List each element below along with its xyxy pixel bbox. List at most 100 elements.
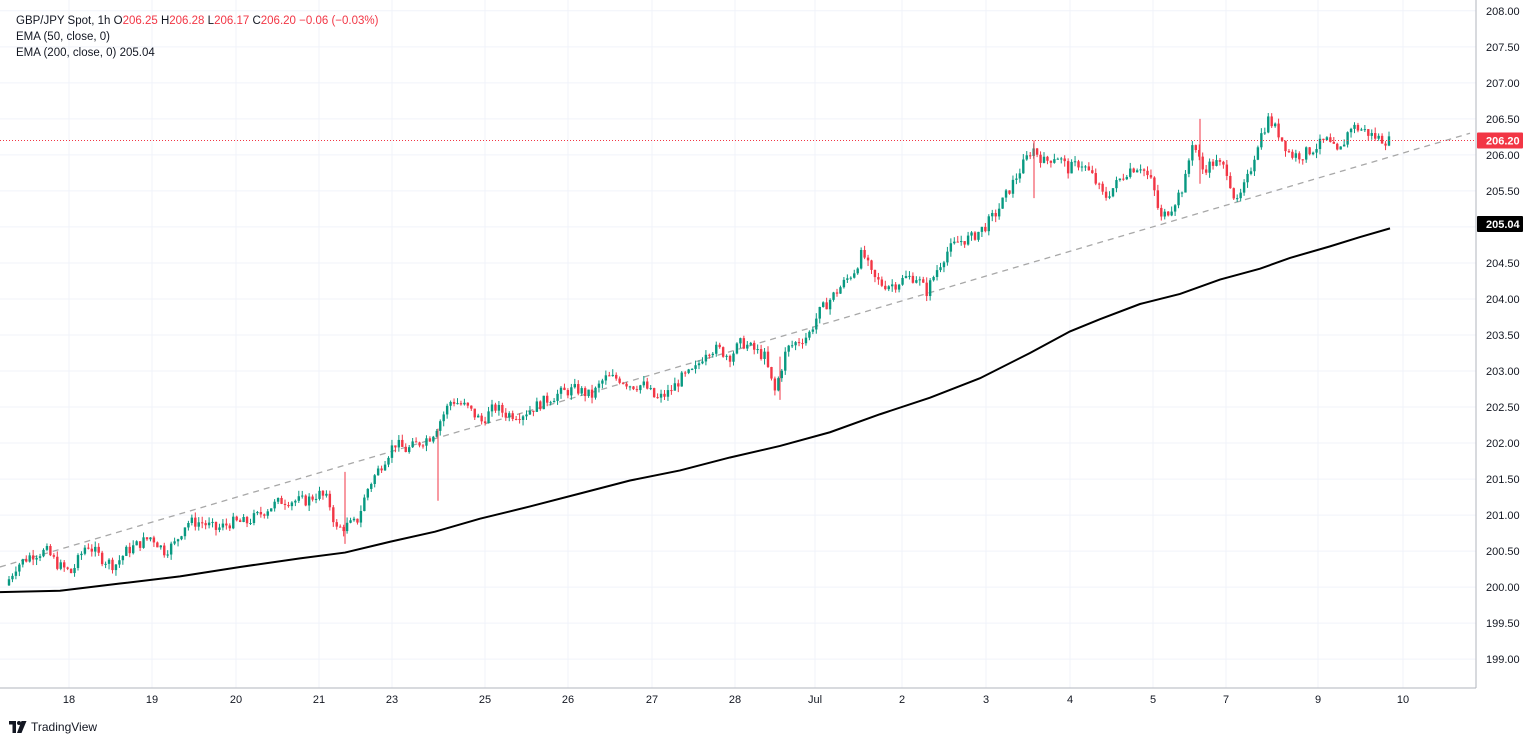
candle-down xyxy=(1077,161,1080,168)
y-tick-label: 204.00 xyxy=(1486,294,1520,306)
close-key: C xyxy=(252,15,261,27)
candle-up xyxy=(107,559,111,564)
candle-up xyxy=(1060,158,1063,160)
candle-up xyxy=(114,564,118,571)
x-axis[interactable]: 18 19 20 21 23 25 26 27 28 Jul 2 3 4 5 7 9 10 xyxy=(63,694,1409,706)
candle-down xyxy=(797,342,801,344)
indicator-ema200[interactable]: EMA (200, close, 0) 205.04 xyxy=(16,45,378,61)
candle-down xyxy=(618,378,621,383)
candle-up xyxy=(449,401,452,406)
candle-up xyxy=(1318,138,1322,150)
candle-up xyxy=(1246,173,1249,183)
candle-down xyxy=(1063,158,1066,162)
candle-up xyxy=(508,413,511,418)
y-tick-label: 203.00 xyxy=(1486,366,1520,378)
candle-down xyxy=(677,383,680,387)
candle-down xyxy=(1308,147,1311,155)
candle-up xyxy=(859,249,863,269)
y-tick-label: 206.00 xyxy=(1486,150,1520,162)
candle-up xyxy=(1208,161,1211,173)
x-tick-label: 20 xyxy=(230,694,242,706)
candle-up xyxy=(915,280,918,283)
indicator-ema50[interactable]: EMA (50, close, 0) xyxy=(16,29,378,45)
candle-up xyxy=(1177,192,1180,206)
symbol-label[interactable]: GBP/JPY Spot, 1h xyxy=(16,15,111,27)
candle-down xyxy=(1160,207,1163,217)
candle-down xyxy=(52,555,56,557)
candle-up xyxy=(1273,123,1277,127)
candle-up xyxy=(456,403,459,405)
candle-up xyxy=(411,441,414,448)
candle-up xyxy=(173,541,176,544)
candle-up xyxy=(490,404,494,412)
candle-down xyxy=(1384,143,1387,146)
candle-up xyxy=(408,447,411,452)
candle-down xyxy=(963,241,966,245)
candle-down xyxy=(339,526,342,528)
candle-up xyxy=(1108,196,1111,198)
candle-down xyxy=(66,567,69,569)
candle-up xyxy=(180,536,183,540)
candle-down xyxy=(1087,166,1091,171)
candle-down xyxy=(1287,151,1291,153)
candle-up xyxy=(1315,149,1318,153)
candle-down xyxy=(97,546,100,553)
trend-line xyxy=(0,132,1471,568)
candle-down xyxy=(1336,143,1339,150)
candle-down xyxy=(1008,190,1011,194)
candle-down xyxy=(494,404,497,411)
candle-up xyxy=(604,375,608,381)
candle-down xyxy=(615,374,618,379)
y-tick-label: 205.50 xyxy=(1486,186,1520,198)
y-tick-label: 200.50 xyxy=(1486,546,1520,558)
candle-down xyxy=(994,212,997,217)
candle-down xyxy=(742,338,746,349)
candle-down xyxy=(621,382,625,384)
candle-up xyxy=(687,369,690,373)
candle-up xyxy=(808,331,811,338)
candle-down xyxy=(566,390,570,396)
x-tick-label: 5 xyxy=(1150,694,1156,706)
candle-down xyxy=(514,418,518,420)
x-tick-label: 3 xyxy=(983,694,989,706)
candle-up xyxy=(704,354,708,362)
candle-down xyxy=(49,546,52,556)
candle-up xyxy=(787,345,790,352)
candle-up xyxy=(732,353,735,362)
candle-down xyxy=(156,542,159,548)
candle-down xyxy=(245,517,249,524)
y-axis[interactable]: 208.00 207.50 207.00 206.50 206.00 205.50 205.… xyxy=(1486,6,1520,666)
low-key: L xyxy=(207,15,215,27)
candle-down xyxy=(873,269,877,278)
candle-up xyxy=(7,579,11,586)
candle-up xyxy=(1022,159,1025,174)
candle-down xyxy=(1291,151,1294,158)
x-tick-label: 2 xyxy=(899,694,905,706)
candle-up xyxy=(497,404,501,411)
candle-up xyxy=(363,497,366,512)
candle-up xyxy=(1001,197,1004,209)
candle-down xyxy=(466,402,470,406)
candle-up xyxy=(390,445,394,458)
candle-down xyxy=(835,292,839,294)
candle-down xyxy=(1167,211,1170,216)
candle-down xyxy=(1194,145,1197,151)
candle-up xyxy=(1125,176,1128,180)
ema-200-polyline xyxy=(0,227,1391,594)
candle-down xyxy=(880,279,884,286)
candle-down xyxy=(418,442,421,446)
candle-up xyxy=(690,368,694,370)
candle-up xyxy=(918,279,921,281)
candle-up xyxy=(777,378,780,391)
candle-up xyxy=(1305,147,1308,160)
tradingview-brand[interactable]: TradingView xyxy=(9,720,97,734)
candle-down xyxy=(1284,140,1287,152)
candle-up xyxy=(83,547,87,554)
candle-down xyxy=(504,412,507,418)
x-tick-label: 27 xyxy=(646,694,658,706)
candle-down xyxy=(1211,161,1215,166)
candle-up xyxy=(594,387,597,398)
candle-down xyxy=(163,545,166,556)
candle-up xyxy=(169,543,173,555)
